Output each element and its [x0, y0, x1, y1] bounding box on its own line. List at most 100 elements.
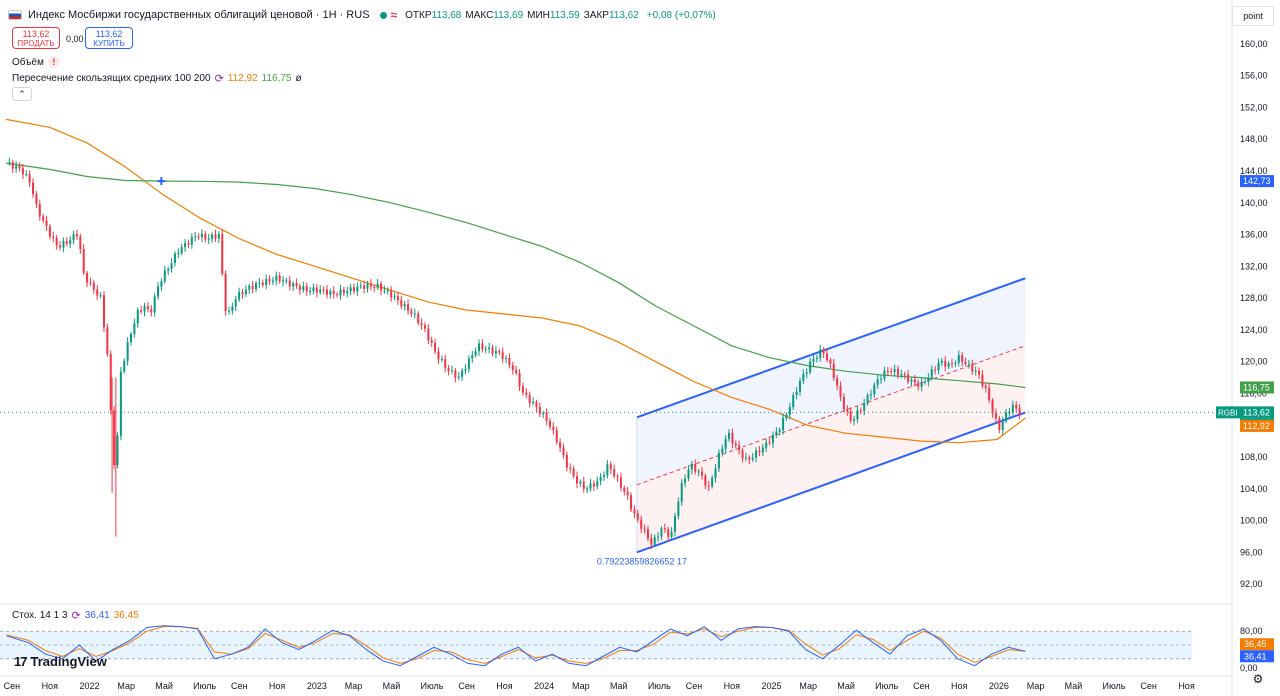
candle-body	[974, 370, 977, 372]
candle-body	[572, 468, 575, 477]
buy-button[interactable]: 113,62 КУПИТЬ	[85, 27, 133, 49]
candle-body	[599, 476, 602, 481]
candle-body	[846, 409, 849, 412]
candle-body	[197, 236, 200, 238]
candle-body	[1018, 408, 1021, 416]
candle-body	[501, 352, 504, 359]
x-tick-label: Ноя	[951, 681, 968, 691]
candle-body	[825, 353, 829, 360]
candle-body	[619, 477, 622, 488]
tradingview-logo[interactable]: 17 TradingView	[14, 654, 107, 669]
candle-body	[673, 516, 676, 532]
candle-body	[69, 240, 72, 244]
stoch-tick-label: 80,00	[1240, 626, 1263, 636]
x-tick-label: Ноя	[269, 681, 286, 691]
delay-icon[interactable]: ≈	[390, 8, 398, 22]
candle-body	[248, 285, 251, 290]
channel-fill-lower	[636, 345, 1026, 553]
candle-body	[113, 410, 116, 466]
candle-body	[1001, 421, 1004, 430]
candle-body	[684, 478, 687, 483]
x-tick-label: Май	[155, 681, 173, 691]
candle-body	[842, 396, 845, 410]
candle-body	[829, 359, 832, 364]
candle-body	[86, 272, 89, 283]
candle-body	[728, 432, 731, 440]
candle-body	[494, 350, 497, 354]
collapse-legend-button[interactable]: ⌃	[12, 87, 32, 101]
candle-body	[886, 370, 889, 372]
candle-body	[25, 174, 28, 176]
candle-body	[927, 377, 930, 382]
candle-body	[538, 407, 541, 415]
candle-body	[376, 283, 379, 288]
candle-body	[393, 296, 396, 298]
stoch-legend[interactable]: Стох. 14 1 3 ⟳ 36,41 36,45	[12, 609, 139, 622]
candle-body	[653, 537, 656, 545]
cycle-icon[interactable]: ⟳	[214, 73, 224, 85]
x-tick-label: Ноя	[496, 681, 513, 691]
buy-label: КУПИТЬ	[93, 39, 125, 48]
x-tick-label: Ноя	[42, 681, 59, 691]
candle-body	[322, 289, 325, 291]
sell-button[interactable]: 113,62 ПРОДАТЬ	[12, 27, 60, 49]
market-status-icon[interactable]	[379, 11, 387, 19]
candle-body	[359, 285, 362, 287]
candle-body	[153, 296, 156, 313]
channel-upper-line	[636, 277, 1026, 419]
stoch-k-line	[6, 625, 1026, 667]
candle-body	[592, 483, 595, 487]
candle-body	[646, 529, 649, 539]
candle-body	[261, 282, 264, 285]
stoch-k-tag-bg	[1240, 650, 1274, 663]
x-tick-label: Мар	[1027, 681, 1045, 691]
price-axis-unit[interactable]: point	[1232, 6, 1274, 26]
symbol-tag-bg	[1216, 406, 1240, 419]
x-tick-label: Сен	[4, 681, 21, 691]
candle-body	[75, 234, 78, 237]
gear-icon[interactable]: ⚙	[1252, 672, 1264, 686]
candle-body	[349, 287, 352, 292]
candle-body	[241, 292, 244, 294]
candle-body	[535, 402, 538, 408]
y-tick-label: 108,00	[1240, 452, 1268, 462]
candle-body	[271, 280, 274, 282]
x-tick-label: Сен	[913, 681, 930, 691]
x-tick-label: Сен	[686, 681, 703, 691]
ma-cross-legend[interactable]: Пересечение скользящих средних 100 200 ⟳…	[12, 72, 302, 85]
stoch-cycle-icon[interactable]: ⟳	[71, 610, 81, 622]
candle-body	[582, 481, 585, 489]
candle-body	[657, 536, 660, 538]
candle-body	[505, 357, 508, 359]
candle-body	[477, 343, 481, 352]
candle-body	[369, 283, 372, 287]
y-tick-label: 148,00	[1240, 134, 1268, 144]
x-tick-label: Мар	[572, 681, 590, 691]
candle-body	[454, 370, 457, 378]
ohlc-value: 113,68	[431, 10, 462, 21]
candle-body	[28, 174, 31, 183]
symbol-title[interactable]: Индекс Мосбиржи государственных облигаци…	[28, 9, 370, 21]
candle-body	[292, 283, 295, 287]
candle-body	[298, 286, 301, 290]
x-tick-label: Июль	[1103, 681, 1126, 691]
x-tick-label: Мар	[117, 681, 135, 691]
candle-body	[893, 368, 896, 372]
candle-body	[923, 381, 927, 383]
russia-flag-icon	[8, 10, 22, 20]
candle-body	[586, 488, 589, 490]
candle-body	[150, 309, 153, 313]
candle-body	[866, 395, 869, 404]
warning-icon[interactable]: !	[47, 56, 60, 68]
candle-body	[214, 234, 217, 239]
volume-legend[interactable]: Объём !	[12, 56, 60, 68]
candle-body	[984, 385, 987, 388]
candle-body	[802, 373, 805, 381]
candle-body	[126, 342, 129, 361]
candle-body	[896, 368, 899, 375]
candle-body	[998, 418, 1001, 430]
candle-body	[48, 226, 51, 237]
candle-body	[227, 310, 231, 312]
candle-body	[690, 463, 693, 470]
